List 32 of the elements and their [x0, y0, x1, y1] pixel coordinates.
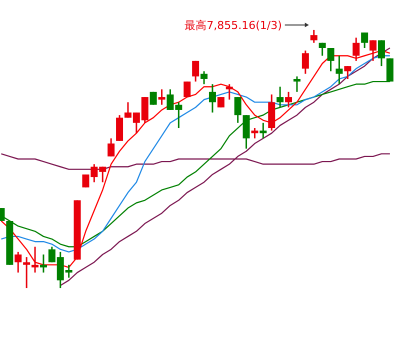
annotation: 最高7,855.16(1/3)	[184, 18, 282, 32]
candlestick	[184, 80, 191, 98]
candlestick	[23, 256, 30, 289]
candlestick	[108, 138, 115, 158]
candlestick	[217, 96, 224, 108]
candlestick	[208, 83, 216, 114]
candlestick	[192, 60, 200, 82]
candlestick	[285, 91, 292, 108]
candlestick	[242, 114, 250, 150]
candlestick	[361, 32, 368, 49]
candlestick	[251, 127, 258, 140]
candlestick	[158, 88, 166, 106]
candlestick	[336, 55, 343, 85]
candlestick	[32, 246, 39, 274]
candlestick	[40, 254, 47, 274]
candlestick	[14, 251, 22, 274]
candlestick	[260, 122, 267, 140]
candlestick	[327, 47, 334, 72]
candlestick	[200, 70, 208, 85]
candlestick	[226, 83, 233, 100]
candlestick	[378, 40, 385, 67]
candlestick	[310, 29, 318, 44]
candlestick	[234, 96, 242, 124]
candlestick	[352, 36, 360, 62]
candlestick	[302, 50, 309, 75]
candlestick	[293, 76, 300, 93]
candlestick	[150, 91, 157, 106]
candlestick	[116, 114, 124, 142]
candlestick	[318, 42, 326, 56]
candlestick	[276, 86, 284, 108]
candlestick	[370, 40, 377, 62]
candlestick	[344, 65, 352, 80]
